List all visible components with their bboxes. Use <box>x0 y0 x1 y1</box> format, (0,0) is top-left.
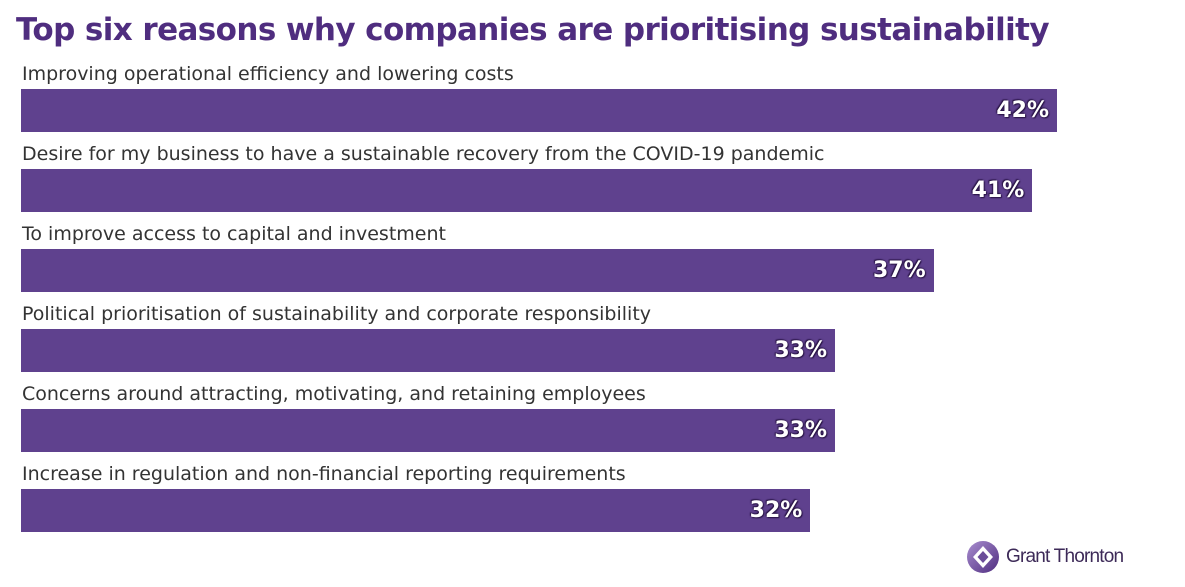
bar: 32% <box>21 489 811 532</box>
bar-value-label: 42% <box>996 98 1049 123</box>
bar: 42% <box>21 89 1057 132</box>
grant-thornton-logo-icon <box>967 541 999 573</box>
chart-title: Top six reasons why companies are priori… <box>16 12 1050 48</box>
category-label: Concerns around attracting, motivating, … <box>22 383 646 405</box>
logo-wordmark: Grant Thornton <box>1006 546 1124 567</box>
category-label: Improving operational efficiency and low… <box>22 63 514 85</box>
bar-value-label: 33% <box>774 338 827 363</box>
bar: 33% <box>21 329 835 372</box>
bar-value-label: 32% <box>749 498 803 523</box>
bar-value-label: 37% <box>872 258 926 283</box>
category-label: To improve access to capital and investm… <box>22 223 446 245</box>
bar-value-label: 33% <box>774 418 827 443</box>
bar: 37% <box>21 249 934 292</box>
bar: 41% <box>21 169 1033 212</box>
grant-thornton-logo: Grant Thornton <box>966 540 1124 574</box>
category-label: Increase in regulation and non-financial… <box>22 463 626 485</box>
category-label: Desire for my business to have a sustain… <box>22 143 825 165</box>
bar-value-label: 41% <box>971 178 1025 203</box>
category-label: Political prioritisation of sustainabili… <box>22 303 652 325</box>
bar: 33% <box>21 409 835 452</box>
